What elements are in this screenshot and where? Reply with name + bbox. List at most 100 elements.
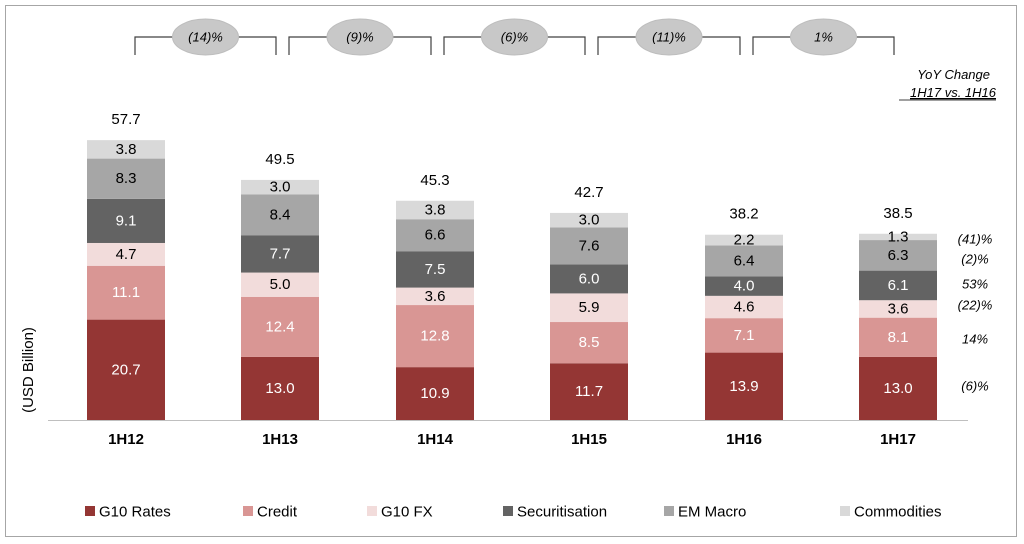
legend-swatch-g10-fx [367, 506, 377, 516]
data-label-g10-fx-1h17: 3.6 [888, 300, 909, 317]
period-change-label-0: (14)% [188, 30, 223, 45]
data-label-g10-fx-1h15: 5.9 [579, 299, 600, 316]
data-label-credit-1h16: 7.1 [734, 327, 755, 344]
bar-segment-g10-fx-1h13 [241, 272, 319, 297]
bar-segment-g10-fx-1h16 [705, 295, 783, 319]
data-label-credit-1h15: 8.5 [579, 334, 600, 351]
period-change-badge-4 [790, 18, 857, 56]
data-label-commodities-1h16: 2.2 [734, 232, 755, 249]
legend-swatch-commodities [840, 506, 850, 516]
total-label-1h17: 38.5 [883, 205, 912, 222]
data-label-g10-rates-1h12: 20.7 [111, 361, 140, 378]
bar-segment-em-macro-1h17 [859, 240, 937, 271]
bar-segment-g10-fx-1h12 [87, 242, 165, 266]
period-change-brackets: (14)% (9)% (6)% (11)% 1% [134, 18, 895, 56]
data-label-g10-rates-1h14: 10.9 [420, 385, 449, 402]
yoy-change-g10-fx: (22)% [958, 298, 993, 313]
data-label-credit-1h12: 11.1 [112, 284, 140, 301]
total-label-1h12: 57.7 [111, 111, 140, 128]
data-label-securitisation-1h15: 6.0 [579, 270, 600, 287]
yoy-change-em-macro: (2)% [961, 252, 988, 267]
data-label-credit-1h17: 8.1 [888, 329, 909, 346]
chart-frame [5, 5, 1017, 537]
data-label-securitisation-1h16: 4.0 [734, 278, 755, 295]
legend-label-commodities: Commodities [854, 504, 942, 521]
data-label-em-macro-1h12: 8.3 [116, 170, 137, 187]
legend-label-em-macro: EM Macro [678, 504, 746, 521]
data-label-g10-fx-1h12: 4.7 [116, 246, 137, 263]
bar-segment-credit-1h14 [396, 305, 474, 368]
yoy-change-securitisation: 53% [962, 277, 988, 292]
yoy-change-credit: 14% [962, 332, 988, 347]
category-label-1h13: 1H13 [262, 431, 298, 448]
yoy-header-subtitle: 1H17 vs. 1H16 [910, 85, 997, 100]
bar-segment-credit-1h12 [87, 265, 165, 320]
total-label-1h16: 38.2 [729, 206, 758, 223]
bar-segment-commodities-1h14 [396, 200, 474, 220]
data-label-g10-rates-1h15: 11.7 [575, 383, 603, 400]
bar-segment-em-macro-1h15 [550, 227, 628, 265]
bar-segment-commodities-1h17 [859, 233, 937, 241]
bar-segment-em-macro-1h14 [396, 219, 474, 252]
data-label-securitisation-1h13: 7.7 [270, 245, 291, 262]
data-label-securitisation-1h14: 7.5 [425, 261, 446, 278]
yoy-change-commodities: (41)% [958, 232, 993, 247]
data-label-g10-fx-1h16: 4.6 [734, 298, 755, 315]
period-change-label-2: (6)% [501, 30, 528, 45]
bar-segment-credit-1h15 [550, 322, 628, 364]
bar-segment-securitisation-1h17 [859, 270, 937, 301]
legend-swatch-credit [243, 506, 253, 516]
bar-segment-em-macro-1h13 [241, 194, 319, 236]
data-label-em-macro-1h13: 8.4 [270, 206, 291, 223]
category-label-1h12: 1H12 [108, 431, 144, 448]
bar-segment-securitisation-1h14 [396, 251, 474, 288]
bar-segment-em-macro-1h16 [705, 245, 783, 277]
bar-segment-commodities-1h12 [87, 140, 165, 159]
period-change-badge-3 [635, 18, 703, 56]
total-label-1h15: 42.7 [574, 184, 603, 201]
labels-group: (USD Billion) 20.7 11.1 4.7 9.1 8.3 3.8 57.7 1H1… [20, 67, 997, 448]
bar-segment-commodities-1h13 [241, 179, 319, 195]
total-label-1h14: 45.3 [420, 172, 449, 189]
bar-segment-g10-rates-1h14 [396, 367, 474, 420]
period-change-label-3: (11)% [652, 30, 686, 45]
period-change-badge-0 [172, 18, 239, 56]
legend-swatch-em-macro [664, 506, 674, 516]
total-label-1h13: 49.5 [265, 151, 294, 168]
data-label-securitisation-1h12: 9.1 [116, 212, 137, 229]
category-label-1h14: 1H14 [417, 431, 454, 448]
bar-segment-credit-1h13 [241, 296, 319, 357]
bar-segment-g10-rates-1h17 [859, 356, 937, 420]
bar-segment-g10-rates-1h13 [241, 356, 319, 420]
yoy-change-g10-rates: (6)% [961, 379, 988, 394]
period-change-badge-2 [481, 18, 548, 56]
bar-segment-securitisation-1h16 [705, 276, 783, 296]
bar-segment-g10-rates-1h16 [705, 352, 783, 420]
bar-segment-g10-fx-1h17 [859, 300, 937, 318]
legend-label-securitisation: Securitisation [517, 504, 607, 521]
data-label-em-macro-1h15: 7.6 [579, 237, 600, 254]
data-label-g10-fx-1h14: 3.6 [425, 288, 446, 305]
bar-segment-commodities-1h16 [705, 234, 783, 246]
bar-segment-em-macro-1h12 [87, 158, 165, 199]
data-label-em-macro-1h14: 6.6 [425, 227, 446, 244]
bar-segment-credit-1h16 [705, 318, 783, 353]
period-change-label-4: 1% [814, 30, 833, 45]
bar-segment-securitisation-1h13 [241, 235, 319, 273]
data-label-g10-rates-1h16: 13.9 [729, 378, 758, 395]
bar-segment-securitisation-1h15 [550, 264, 628, 294]
bar-segment-commodities-1h15 [550, 212, 628, 228]
legend-label-g10-fx: G10 FX [381, 504, 433, 521]
legend: G10 Rates Credit G10 FX Securitisation EM Ma… [85, 504, 942, 521]
bar-segment-g10-rates-1h12 [87, 319, 165, 420]
category-label-1h17: 1H17 [880, 431, 916, 448]
category-label-1h16: 1H16 [726, 431, 762, 448]
data-label-securitisation-1h17: 6.1 [888, 277, 909, 294]
bar-segment-securitisation-1h12 [87, 198, 165, 243]
y-axis-label: (USD Billion) [20, 327, 37, 413]
bar-segment-credit-1h17 [859, 317, 937, 357]
legend-label-credit: Credit [257, 504, 298, 521]
legend-swatch-securitisation [503, 506, 513, 516]
data-label-commodities-1h17: 1.3 [888, 228, 909, 245]
